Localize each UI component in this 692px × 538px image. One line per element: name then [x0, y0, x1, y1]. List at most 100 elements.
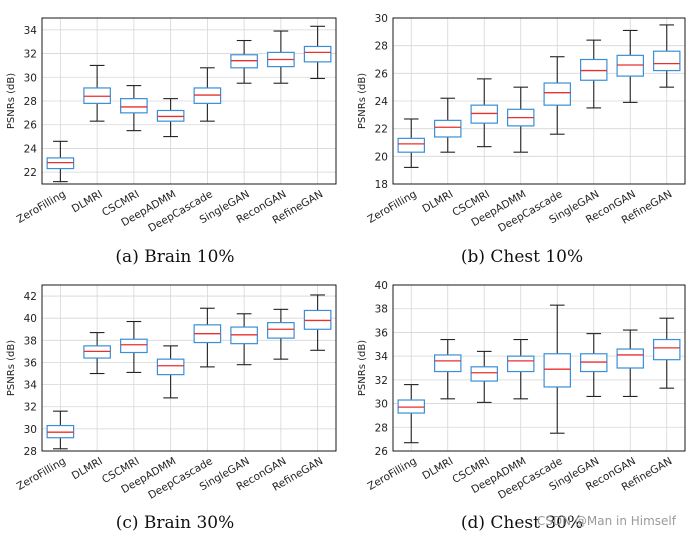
box-iqr [156, 358, 185, 376]
box-dlmri [434, 338, 462, 400]
y-tick-label: 26 [24, 120, 38, 132]
x-tick-label: ZeroFilling [366, 188, 419, 226]
box-deepcascade [193, 67, 222, 122]
x-tick-label: DLMRI [420, 188, 455, 215]
box-refinegan [653, 317, 681, 389]
box-iqr [303, 45, 332, 63]
x-tick-label: ZeroFilling [366, 455, 419, 493]
y-tick-label: 38 [375, 304, 388, 316]
y-tick-label: 28 [375, 422, 388, 434]
box-zerofilling [46, 410, 75, 450]
box-iqr [470, 104, 498, 124]
box-iqr [434, 119, 462, 138]
y-tick-label: 24 [375, 96, 389, 108]
y-tick-label: 30 [24, 72, 37, 84]
y-axis-label: PSNRs (dB) [357, 73, 368, 129]
box-iqr [470, 366, 498, 382]
box-refinegan [653, 24, 681, 88]
y-tick-label: 32 [24, 402, 37, 414]
y-tick-label: 40 [375, 280, 388, 292]
box-recongan [616, 329, 644, 398]
y-tick-label: 28 [24, 446, 37, 458]
box-deepcascade [193, 307, 222, 368]
box-cscmri [470, 78, 498, 148]
box-dlmri [83, 332, 111, 375]
y-tick-label: 28 [24, 96, 37, 108]
panel-chest-30: 26 28 30 32 34 36 38 40 PSNRs (dB) ZeroFilling DLM… [357, 280, 686, 533]
box-iqr [120, 98, 148, 114]
x-tick-label: DLMRI [420, 455, 455, 482]
box-cscmri [120, 320, 148, 373]
box-cscmri [470, 350, 498, 403]
axes-frame [392, 17, 686, 185]
y-tick-label: 24 [24, 143, 38, 155]
y-tick-label: 18 [375, 179, 388, 191]
box-deepcascade [543, 56, 571, 135]
y-tick-label: 36 [375, 327, 389, 339]
y-tick-label: 34 [24, 380, 38, 392]
box-dlmri [434, 97, 462, 153]
y-tick-label: 36 [24, 357, 38, 369]
y-tick-label: 32 [375, 375, 388, 387]
box-refinegan [303, 294, 332, 351]
y-tick-label: 28 [375, 41, 388, 53]
box-iqr [616, 54, 644, 77]
box-singlegan [230, 39, 258, 84]
axes-frame [41, 284, 337, 452]
box-iqr [653, 338, 681, 361]
box-iqr [616, 348, 644, 369]
x-tick-label: ZeroFilling [15, 455, 68, 493]
y-tick-label: 34 [24, 25, 38, 37]
y-axis-label: PSNRs (dB) [357, 340, 368, 396]
box-singlegan [580, 39, 608, 109]
y-axis-label: PSNRs (dB) [6, 73, 17, 129]
panel-caption: (b) Chest 10% [461, 247, 583, 267]
box-deepcascade [543, 304, 571, 434]
box-iqr [120, 338, 148, 354]
box-iqr [543, 353, 571, 388]
y-tick-label: 20 [375, 151, 388, 163]
y-tick-label: 22 [375, 124, 388, 136]
box-deepadmm [156, 345, 185, 399]
box-iqr [653, 50, 681, 72]
axes-frame [392, 284, 686, 452]
box-deepadmm [156, 98, 185, 138]
box-iqr [543, 82, 571, 106]
box-cscmri [120, 85, 148, 132]
y-tick-label: 40 [24, 313, 37, 325]
y-tick-label: 26 [375, 446, 389, 458]
panel-caption: (c) Brain 30% [116, 513, 235, 533]
y-tick-label: 30 [375, 13, 388, 25]
panel-caption: (a) Brain 10% [115, 247, 234, 267]
box-dlmri [83, 64, 111, 122]
box-deepadmm [507, 338, 535, 400]
box-singlegan [580, 333, 608, 398]
y-tick-label: 26 [375, 68, 389, 80]
box-refinegan [303, 25, 332, 80]
y-tick-label: 30 [24, 424, 37, 436]
y-tick-label: 42 [24, 291, 37, 303]
box-zerofilling [46, 140, 75, 183]
box-recongan [267, 30, 295, 84]
box-recongan [267, 308, 295, 360]
x-tick-label: DLMRI [70, 188, 105, 215]
panel-brain-30: 28 30 32 34 36 38 40 42 PSNRs (dB) ZeroFilling DLM… [6, 284, 337, 533]
box-iqr [397, 137, 425, 153]
box-iqr [434, 354, 462, 373]
box-deepadmm [507, 86, 535, 153]
y-tick-label: 34 [375, 351, 389, 363]
box-singlegan [230, 313, 258, 366]
y-tick-label: 22 [24, 167, 37, 179]
watermark: CSDN @Man in Himself [537, 514, 677, 528]
x-tick-label: DLMRI [70, 455, 105, 482]
axes-frame [41, 17, 337, 185]
box-zerofilling [397, 118, 425, 168]
y-tick-label: 38 [24, 335, 37, 347]
y-axis-label: PSNRs (dB) [6, 340, 17, 396]
box-zerofilling [397, 384, 425, 444]
panel-chest-10: 18 20 22 24 26 28 30 PSNRs (dB) ZeroFilling DLMRI… [357, 13, 686, 267]
box-recongan [616, 29, 644, 103]
y-tick-label: 32 [24, 49, 37, 61]
box-iqr [267, 322, 295, 339]
